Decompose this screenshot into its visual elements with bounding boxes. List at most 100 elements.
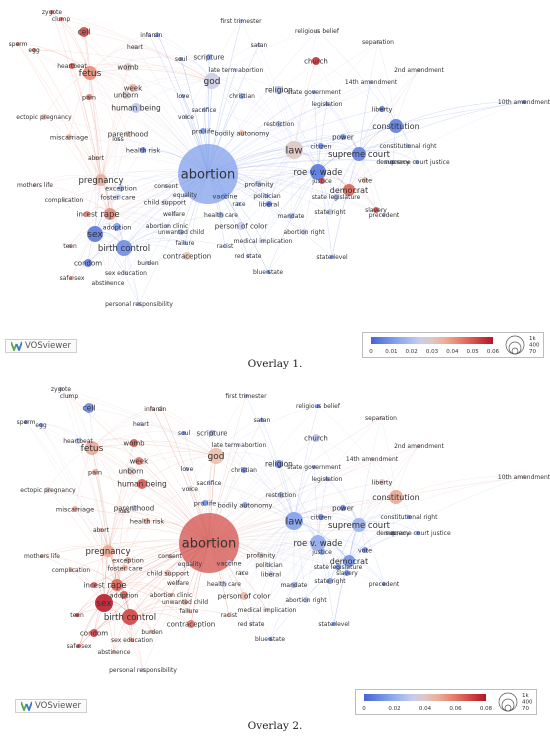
keyword-node[interactable]: red state bbox=[235, 253, 262, 260]
keyword-node[interactable]: egg bbox=[35, 422, 47, 429]
keyword-node[interactable]: abortion clinic bbox=[146, 223, 188, 230]
node-circle[interactable] bbox=[86, 94, 92, 100]
keyword-node[interactable]: cell bbox=[78, 27, 91, 37]
node-circle[interactable] bbox=[369, 80, 373, 84]
node-circle[interactable] bbox=[312, 90, 316, 94]
keyword-node[interactable]: state legislature bbox=[312, 194, 361, 201]
keyword-node[interactable]: infant bbox=[144, 406, 162, 413]
keyword-node[interactable]: blue state bbox=[255, 636, 285, 643]
node-circle[interactable] bbox=[94, 156, 98, 160]
node-circle[interactable] bbox=[150, 630, 154, 634]
node-circle[interactable] bbox=[268, 571, 274, 577]
node-circle[interactable] bbox=[164, 184, 168, 188]
keyword-node[interactable]: heartbeat bbox=[63, 438, 93, 445]
keyword-node[interactable]: personal responsibility bbox=[105, 301, 173, 308]
node-circle[interactable] bbox=[140, 147, 146, 153]
keyword-node[interactable]: contraception bbox=[163, 252, 212, 260]
node-circle[interactable] bbox=[106, 281, 110, 285]
node-circle[interactable] bbox=[265, 608, 269, 612]
keyword-node[interactable]: christian bbox=[231, 467, 257, 474]
node-circle[interactable] bbox=[417, 444, 421, 448]
node-circle[interactable] bbox=[222, 193, 228, 199]
node-circle[interactable] bbox=[265, 194, 269, 198]
node-circle[interactable] bbox=[176, 581, 180, 585]
node-circle[interactable] bbox=[66, 134, 72, 140]
node-circle[interactable] bbox=[318, 514, 324, 520]
node-circle[interactable] bbox=[141, 668, 145, 672]
node-circle[interactable] bbox=[209, 430, 215, 436]
keyword-node[interactable]: democracy bbox=[376, 530, 410, 537]
node-circle[interactable] bbox=[116, 137, 120, 141]
keyword-node[interactable]: condom bbox=[80, 629, 108, 637]
node-circle[interactable] bbox=[92, 469, 98, 475]
keyword-node[interactable]: law bbox=[285, 512, 303, 530]
node-circle[interactable] bbox=[144, 518, 150, 524]
keyword-node[interactable]: complication bbox=[45, 197, 84, 204]
keyword-node[interactable]: clump bbox=[60, 393, 79, 400]
node-circle[interactable] bbox=[389, 490, 403, 504]
node-circle[interactable] bbox=[116, 240, 132, 256]
node-circle[interactable] bbox=[59, 387, 63, 391]
keyword-node[interactable]: roe v. wade bbox=[294, 164, 343, 180]
keyword-node[interactable]: state legislature bbox=[314, 564, 363, 571]
node-circle[interactable] bbox=[242, 502, 248, 508]
keyword-node[interactable]: sex bbox=[87, 226, 103, 242]
keyword-node[interactable]: legislation bbox=[312, 101, 343, 108]
node-circle[interactable] bbox=[122, 565, 128, 571]
keyword-node[interactable]: sin bbox=[158, 406, 167, 413]
node-circle[interactable] bbox=[84, 259, 92, 267]
node-circle[interactable] bbox=[45, 487, 51, 493]
node-circle[interactable] bbox=[301, 229, 307, 235]
node-circle[interactable] bbox=[69, 568, 73, 572]
node-circle[interactable] bbox=[182, 599, 188, 605]
node-circle[interactable] bbox=[266, 270, 270, 274]
node-circle[interactable] bbox=[139, 422, 143, 426]
keyword-node[interactable]: power bbox=[332, 504, 354, 512]
node-circle[interactable] bbox=[239, 93, 245, 99]
node-circle[interactable] bbox=[202, 108, 206, 112]
keyword-node[interactable]: legislation bbox=[312, 476, 343, 483]
keyword-node[interactable]: 10th amendment bbox=[498, 474, 550, 481]
node-circle[interactable] bbox=[87, 226, 103, 242]
node-circle[interactable] bbox=[327, 209, 333, 215]
node-circle[interactable] bbox=[362, 177, 368, 183]
keyword-node[interactable]: burden bbox=[141, 629, 162, 636]
node-circle[interactable] bbox=[165, 224, 169, 228]
node-circle[interactable] bbox=[118, 185, 124, 191]
keyword-node[interactable]: precedent bbox=[369, 581, 400, 588]
node-circle[interactable] bbox=[261, 239, 265, 243]
keyword-node[interactable]: exception bbox=[105, 184, 137, 192]
keyword-node[interactable]: state level bbox=[316, 254, 348, 261]
keyword-node[interactable]: cell bbox=[83, 403, 96, 413]
keyword-node[interactable]: pro life bbox=[192, 127, 215, 135]
keyword-node[interactable]: democracy bbox=[376, 159, 410, 166]
keyword-node[interactable]: citizen bbox=[310, 513, 331, 521]
keyword-node[interactable]: bodily autonomy bbox=[218, 501, 273, 509]
keyword-node[interactable]: health care bbox=[207, 581, 241, 588]
keyword-node[interactable]: liberal bbox=[261, 570, 281, 578]
node-circle[interactable] bbox=[178, 144, 238, 204]
keyword-node[interactable]: sperm bbox=[17, 419, 36, 426]
node-circle[interactable] bbox=[258, 552, 264, 558]
keyword-node[interactable]: loss bbox=[112, 136, 124, 143]
node-circle[interactable] bbox=[84, 211, 90, 217]
keyword-node[interactable]: vote bbox=[358, 176, 372, 184]
keyword-node[interactable]: scripture bbox=[197, 429, 228, 437]
keyword-node[interactable]: complication bbox=[52, 567, 91, 574]
node-circle[interactable] bbox=[303, 597, 309, 603]
node-circle[interactable] bbox=[104, 208, 116, 220]
keyword-node[interactable]: first trimester bbox=[225, 393, 267, 400]
node-circle[interactable] bbox=[382, 582, 386, 586]
node-circle[interactable] bbox=[204, 73, 220, 89]
keyword-node[interactable]: citizen bbox=[310, 142, 331, 150]
keyword-node[interactable]: sacrifice bbox=[196, 480, 221, 487]
keyword-node[interactable]: precedent bbox=[369, 212, 400, 219]
keyword-node[interactable]: zygote bbox=[42, 9, 63, 16]
keyword-node[interactable]: mandate bbox=[281, 582, 308, 589]
keyword-node[interactable]: liberal bbox=[259, 200, 279, 208]
node-circle[interactable] bbox=[115, 194, 121, 200]
node-circle[interactable] bbox=[240, 571, 244, 575]
keyword-node[interactable]: late term abortion bbox=[212, 442, 267, 449]
node-circle[interactable] bbox=[185, 467, 189, 471]
node-circle[interactable] bbox=[122, 91, 130, 99]
